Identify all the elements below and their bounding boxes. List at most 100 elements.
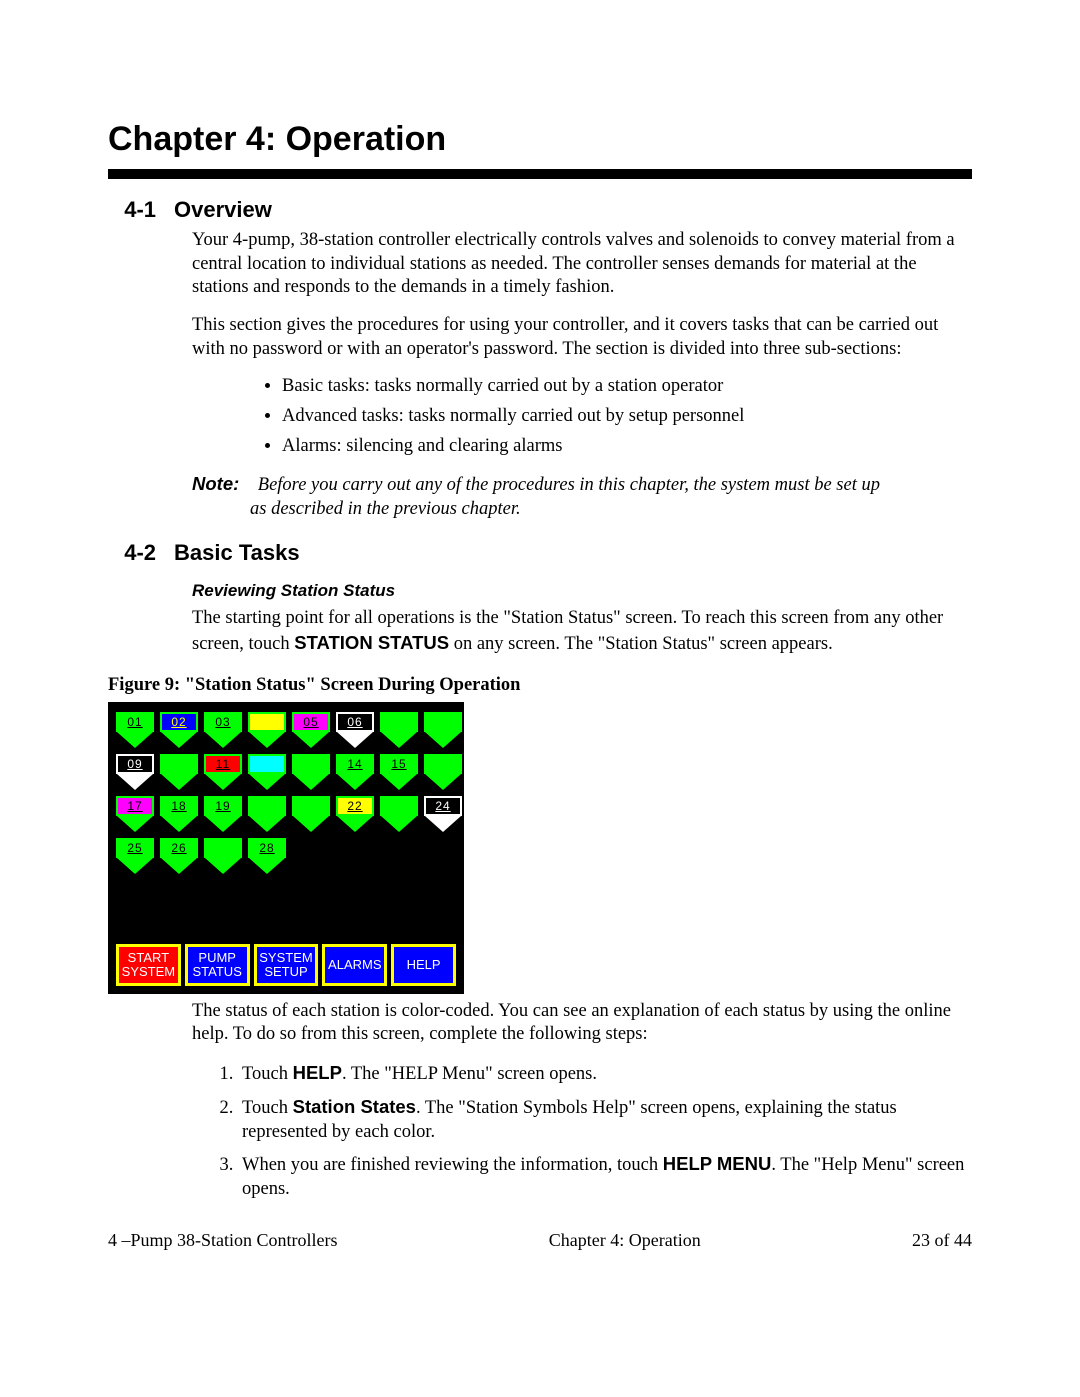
station-arrow-icon <box>337 732 373 748</box>
station-cell-20[interactable]: 20 <box>248 796 286 832</box>
station-label: 18 <box>160 796 198 816</box>
station-arrow-icon <box>381 816 417 832</box>
title-rule <box>108 169 972 179</box>
station-arrow-icon <box>249 732 285 748</box>
chapter-title: Chapter 4: Operation <box>108 120 972 159</box>
station-arrow-icon <box>425 774 461 790</box>
inline-bold: HELP MENU <box>663 1153 772 1174</box>
station-cell-28[interactable]: 28 <box>248 838 286 874</box>
footer-right: 23 of 44 <box>912 1230 972 1251</box>
station-cell-14[interactable]: 14 <box>336 754 374 790</box>
station-label: 19 <box>204 796 242 816</box>
basic-tasks-p1: The starting point for all operations is… <box>192 607 972 656</box>
station-label: 17 <box>116 796 154 816</box>
station-cell-07[interactable]: 07 <box>380 712 418 748</box>
station-arrow-icon <box>205 732 241 748</box>
bullet-item: Alarms: silencing and clearing alarms <box>282 435 972 459</box>
station-arrow-icon <box>381 732 417 748</box>
overview-bullets: Basic tasks: tasks normally carried out … <box>192 375 972 458</box>
station-label: 24 <box>424 796 462 816</box>
station-cell-23[interactable]: 23 <box>380 796 418 832</box>
station-label: 11 <box>204 754 242 774</box>
station-label: 09 <box>116 754 154 774</box>
overview-note: Note: Before you carry out any of the pr… <box>192 472 972 521</box>
station-label: 13 <box>292 754 330 774</box>
hmi-button-system-setup[interactable]: SYSTEM SETUP <box>254 944 319 986</box>
station-cell-02[interactable]: 02 <box>160 712 198 748</box>
station-cell-08[interactable]: 08 <box>424 712 462 748</box>
station-label: 15 <box>380 754 418 774</box>
station-label: 25 <box>116 838 154 858</box>
station-cell-27[interactable]: 27 <box>204 838 242 874</box>
bullet-item: Basic tasks: tasks normally carried out … <box>282 375 972 399</box>
station-cell-10[interactable]: 10 <box>160 754 198 790</box>
station-label: 03 <box>204 712 242 732</box>
station-arrow-icon <box>117 816 153 832</box>
station-cell-19[interactable]: 19 <box>204 796 242 832</box>
station-status-screen: 01 02 03 04 050607 08 09 10 11 12 13 14 15 16 17 18 19 20… <box>108 702 464 994</box>
section-42-heading: 4-2 Basic Tasks <box>108 540 972 566</box>
station-cell-12[interactable]: 12 <box>248 754 286 790</box>
station-arrow-icon <box>293 732 329 748</box>
figure-caption: Figure 9: "Station Status" Screen During… <box>108 675 972 696</box>
station-arrow-icon <box>205 858 241 874</box>
section-title: Overview <box>174 197 272 223</box>
page: Chapter 4: Operation 4-1 Overview Your 4… <box>0 0 1080 1291</box>
station-cell-24[interactable]: 24 <box>424 796 462 832</box>
after-figure-body: The status of each station is color-code… <box>192 1000 972 1202</box>
station-cell-15[interactable]: 15 <box>380 754 418 790</box>
station-label: 22 <box>336 796 374 816</box>
bullet-item: Advanced tasks: tasks normally carried o… <box>282 405 972 429</box>
station-cell-26[interactable]: 26 <box>160 838 198 874</box>
station-cell-03[interactable]: 03 <box>204 712 242 748</box>
station-arrow-icon <box>425 732 461 748</box>
note-text-line2: as described in the previous chapter. <box>250 498 972 522</box>
step-item: Touch HELP. The "HELP Menu" screen opens… <box>238 1061 972 1087</box>
station-arrow-icon <box>293 816 329 832</box>
station-arrow-icon <box>337 774 373 790</box>
station-arrow-icon <box>425 816 461 832</box>
step-item: When you are finished reviewing the info… <box>238 1152 972 1201</box>
station-label: 02 <box>160 712 198 732</box>
hmi-button-alarms[interactable]: ALARMS <box>322 944 387 986</box>
steps-list: Touch HELP. The "HELP Menu" screen opens… <box>192 1061 972 1201</box>
hmi-button-pump-status[interactable]: PUMP STATUS <box>185 944 250 986</box>
hmi-button-start-system[interactable]: START SYSTEM <box>116 944 181 986</box>
station-cell-13[interactable]: 13 <box>292 754 330 790</box>
station-cell-22[interactable]: 22 <box>336 796 374 832</box>
station-arrow-icon <box>205 774 241 790</box>
text-fragment: Touch <box>242 1064 293 1084</box>
station-cell-17[interactable]: 17 <box>116 796 154 832</box>
station-label: 04 <box>248 712 286 732</box>
inline-bold: HELP <box>293 1062 342 1083</box>
station-cell-05[interactable]: 05 <box>292 712 330 748</box>
footer-left: 4 –Pump 38-Station Controllers <box>108 1230 338 1251</box>
station-cell-06[interactable]: 06 <box>336 712 374 748</box>
station-cell-01[interactable]: 01 <box>116 712 154 748</box>
station-label: 16 <box>424 754 462 774</box>
station-arrow-icon <box>249 816 285 832</box>
basic-tasks-body: Reviewing Station Status The starting po… <box>192 580 972 657</box>
footer-center: Chapter 4: Operation <box>549 1230 701 1251</box>
station-cell-25[interactable]: 25 <box>116 838 154 874</box>
section-number: 4-1 <box>108 197 174 223</box>
station-arrow-icon <box>161 774 197 790</box>
station-cell-16[interactable]: 16 <box>424 754 462 790</box>
overview-body: Your 4-pump, 38-station controller elect… <box>192 229 972 522</box>
station-label: 12 <box>248 754 286 774</box>
station-label: 01 <box>116 712 154 732</box>
station-cell-18[interactable]: 18 <box>160 796 198 832</box>
page-footer: 4 –Pump 38-Station Controllers Chapter 4… <box>108 1230 972 1251</box>
note-text-line1: Before you carry out any of the procedur… <box>258 475 880 495</box>
station-cell-09[interactable]: 09 <box>116 754 154 790</box>
station-label: 27 <box>204 838 242 858</box>
station-label: 20 <box>248 796 286 816</box>
text-fragment: on any screen. The "Station Status" scre… <box>449 634 833 654</box>
subhead-reviewing-status: Reviewing Station Status <box>192 580 972 602</box>
station-cell-04[interactable]: 04 <box>248 712 286 748</box>
hmi-button-help[interactable]: HELP <box>391 944 456 986</box>
station-cell-11[interactable]: 11 <box>204 754 242 790</box>
station-label: 08 <box>424 712 462 732</box>
station-cell-21[interactable]: 21 <box>292 796 330 832</box>
station-arrow-icon <box>249 774 285 790</box>
